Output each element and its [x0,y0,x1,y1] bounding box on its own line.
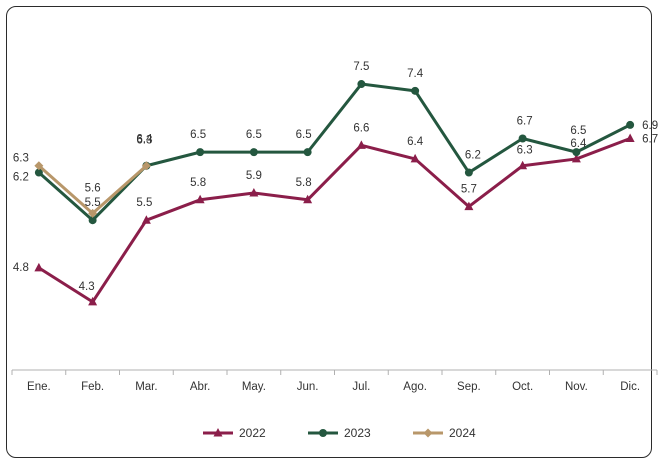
data-label-2023: 6.5 [246,129,262,141]
legend-marker-2023 [319,429,327,437]
x-tick-label: Abr. [190,381,210,393]
data-label-2022: 6.4 [570,138,587,150]
data-label-2023: 6.5 [190,129,206,141]
legend-label-2023: 2023 [344,426,371,440]
x-tick-label: Ene. [27,381,51,393]
x-tick-label: Dic. [620,381,640,393]
series-line-2023 [37,82,631,222]
data-label-2022: 4.3 [79,281,95,293]
point-2022 [625,133,635,143]
legend-marker-2024 [423,428,433,438]
point-2022 [34,262,44,272]
point-2023 [357,80,366,89]
point-2022 [303,194,313,204]
data-label-2023: 7.4 [407,68,424,80]
x-tick-label: Sep. [457,381,481,393]
point-2022 [410,153,420,163]
point-2024 [141,161,151,171]
data-label-2023: 6.5 [570,125,586,137]
x-tick-label: Feb. [81,381,104,393]
point-2022 [571,153,581,163]
data-label-2022: 5.7 [461,184,477,196]
data-label-2023: 7.5 [353,61,369,73]
x-tick-label: Ago. [403,381,427,393]
x-tick-label: May. [242,381,266,393]
chart-frame [6,6,652,458]
point-2024 [34,161,44,171]
data-label-2022: 6.4 [407,136,424,148]
point-2023 [303,148,312,157]
legend: 2022 2023 2024 [203,426,476,440]
data-label-2022: 5.8 [190,177,206,189]
point-2023 [88,216,97,225]
point-2024 [88,208,98,218]
data-label-2022: 5.9 [246,170,262,182]
data-label-2023: 6.9 [642,120,658,132]
data-label-2022: 6.3 [517,145,533,157]
data-label-2023: 6.4 [136,134,153,146]
x-tick-label: Jun. [297,381,319,393]
x-axis: Ene. Feb. Mar. Abr. May. Jun. Jul. Ago. Sep. Oct.… [11,369,658,393]
data-label-2022: 6.7 [642,134,658,146]
data-label-2023: 5.5 [85,197,101,209]
data-label-2022: 5.5 [136,197,152,209]
point-2023 [626,120,635,129]
point-2022 [195,194,205,204]
data-labels: 4.84.35.55.85.95.86.66.45.76.36.4 6.76.25… [13,61,658,293]
legend-label-2024: 2024 [449,426,476,440]
point-2022 [249,187,259,197]
data-label-2022: 4.8 [13,262,29,274]
point-2022 [518,160,528,170]
data-label-2024: 5.6 [85,182,101,194]
point-2023 [464,168,473,177]
x-tick-label: Jul. [352,381,370,393]
data-label-2022: 5.8 [296,177,312,189]
data-label-2023: 6.2 [465,150,481,162]
point-2023 [518,134,527,143]
point-2022 [356,140,366,149]
point-2023 [249,148,258,157]
legend-label-2022: 2022 [239,426,266,440]
legend-marker-2022 [213,428,223,437]
x-tick-label: Oct. [512,381,533,393]
data-label-2023: 6.7 [517,116,533,128]
point-2022 [464,201,474,211]
data-label-2024: 6.3 [136,135,152,147]
data-label-2024: 6.3 [13,153,29,165]
series-lines [34,80,635,306]
point-2022 [88,296,98,306]
x-tick-label: Mar. [135,381,157,393]
point-2023 [411,86,420,95]
data-label-2022: 6.6 [353,122,369,134]
point-2022 [141,215,151,224]
series-line-2022 [38,137,631,304]
point-2023 [34,168,43,177]
point-2023 [196,148,205,157]
data-label-2023: 6.5 [296,129,312,141]
point-2023 [572,148,581,157]
x-tick-label: Nov. [565,381,588,393]
data-label-2023: 6.2 [13,172,29,184]
